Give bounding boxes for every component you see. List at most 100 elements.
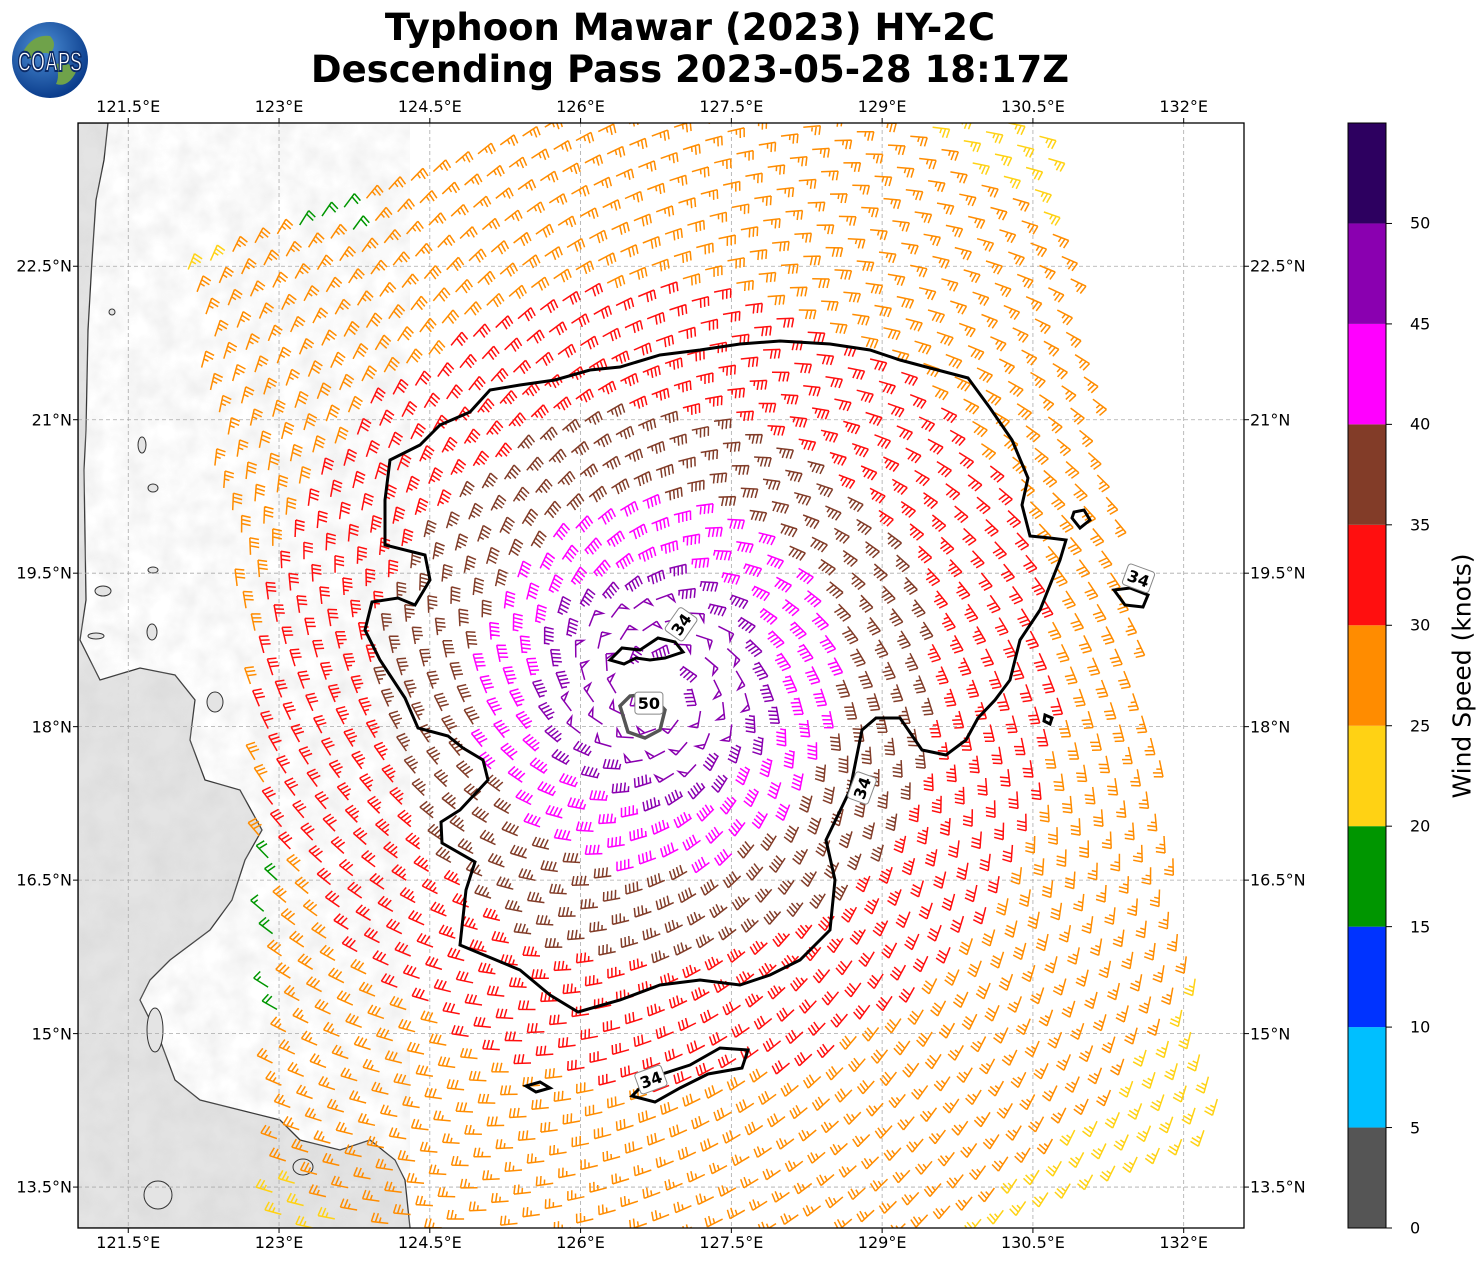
wind-barb bbox=[718, 926, 737, 941]
wind-barb bbox=[236, 439, 249, 457]
wind-barb bbox=[1030, 987, 1045, 1005]
wind-barb bbox=[343, 193, 361, 208]
wind-barb bbox=[276, 474, 289, 493]
wind-barb bbox=[851, 572, 866, 591]
wind-barb bbox=[519, 635, 531, 654]
wind-barb bbox=[784, 1160, 804, 1173]
wind-barb bbox=[965, 1089, 982, 1106]
wind-barb bbox=[726, 1076, 746, 1091]
wind-barb bbox=[910, 1214, 929, 1228]
wind-barb bbox=[1033, 652, 1048, 672]
wind-barb bbox=[425, 956, 443, 971]
wind-barb bbox=[214, 319, 229, 337]
wind-barb bbox=[512, 486, 530, 502]
wind-barb bbox=[355, 904, 371, 921]
wind-barb bbox=[709, 472, 728, 484]
wind-barb bbox=[283, 984, 300, 1002]
wind-barb bbox=[365, 184, 384, 199]
wind-barb bbox=[260, 1124, 278, 1140]
wind-barb bbox=[320, 737, 335, 756]
wind-barb bbox=[1031, 577, 1046, 596]
wind-barb bbox=[319, 586, 330, 604]
wind-barb bbox=[372, 950, 389, 966]
wind-barb bbox=[566, 1059, 585, 1072]
wind-barb bbox=[512, 612, 523, 632]
wind-barb bbox=[763, 348, 781, 359]
wind-barb bbox=[1048, 157, 1066, 172]
wind-barb bbox=[708, 1032, 728, 1046]
wind-barb bbox=[449, 661, 464, 680]
wind-barb bbox=[677, 887, 697, 904]
wind-barb bbox=[443, 869, 461, 886]
wind-barb bbox=[254, 483, 266, 502]
wind-barb bbox=[1036, 1138, 1054, 1155]
wind-barb bbox=[651, 516, 670, 532]
wind-barb bbox=[968, 1165, 987, 1181]
wind-barb bbox=[892, 349, 910, 364]
wind-barb bbox=[825, 246, 844, 258]
wind-barb bbox=[1002, 844, 1014, 863]
wind-barb bbox=[284, 777, 299, 796]
wind-barb bbox=[736, 279, 754, 292]
wind-barb bbox=[860, 1156, 880, 1170]
wind-barb bbox=[856, 1079, 875, 1095]
wind-barb bbox=[901, 371, 919, 386]
wind-barb bbox=[637, 418, 657, 432]
wind-barb bbox=[731, 203, 750, 215]
wind-barb bbox=[1161, 987, 1174, 1005]
wind-barb bbox=[234, 568, 246, 587]
wind-barb bbox=[342, 652, 356, 671]
wind-barb bbox=[774, 652, 792, 672]
wind-barb bbox=[589, 921, 607, 933]
wind-barb bbox=[615, 552, 634, 570]
lon-tick-label-bottom: 123°E bbox=[254, 1233, 304, 1252]
wind-barb bbox=[829, 733, 842, 752]
wind-barb bbox=[972, 420, 988, 438]
wind-barb bbox=[646, 1132, 665, 1146]
wind-barb bbox=[878, 251, 897, 264]
wind-barb bbox=[624, 1141, 643, 1154]
wind-barb bbox=[673, 510, 692, 523]
wind-barb bbox=[370, 387, 386, 404]
wind-barb bbox=[624, 448, 644, 462]
wind-barb bbox=[482, 907, 501, 922]
wind-barb bbox=[956, 581, 971, 600]
wind-barb bbox=[803, 124, 822, 136]
wind-barb bbox=[624, 319, 644, 334]
wind-barb bbox=[673, 380, 692, 393]
wind-barb bbox=[677, 1017, 697, 1032]
wind-barb bbox=[490, 1192, 509, 1204]
wind-barb bbox=[633, 597, 655, 610]
wind-barb bbox=[979, 853, 991, 872]
wind-barb bbox=[843, 162, 862, 172]
wind-barb bbox=[1011, 661, 1025, 681]
wind-barb bbox=[802, 1204, 822, 1217]
wind-barb bbox=[606, 274, 626, 289]
wind-barb bbox=[668, 995, 688, 1009]
wind-barb bbox=[1004, 920, 1018, 938]
wind-barb bbox=[655, 1156, 674, 1169]
wind-barb bbox=[401, 528, 414, 547]
wind-barb bbox=[249, 537, 260, 555]
wind-barb bbox=[588, 358, 608, 372]
wind-barb bbox=[499, 390, 518, 405]
wind-barb bbox=[1090, 1143, 1107, 1160]
wind-barb bbox=[1056, 849, 1067, 868]
wind-barb bbox=[347, 395, 363, 413]
wind-barb bbox=[767, 781, 782, 800]
lon-tick-label-top: 124.5°E bbox=[397, 97, 462, 116]
wind-barb bbox=[843, 420, 861, 435]
wind-barb bbox=[762, 1037, 782, 1053]
wind-barb bbox=[336, 782, 352, 801]
wind-barb bbox=[1025, 296, 1043, 312]
wind-barb bbox=[464, 993, 483, 1006]
wind-barb bbox=[1028, 706, 1041, 725]
contour-34-east bbox=[1111, 586, 1150, 609]
wind-barb bbox=[620, 1065, 639, 1078]
wind-barb bbox=[691, 856, 710, 874]
wind-barb bbox=[361, 1189, 380, 1202]
wind-barb bbox=[468, 1201, 487, 1212]
wind-barb bbox=[927, 438, 944, 455]
wind-barb bbox=[223, 341, 238, 359]
wind-barb bbox=[606, 403, 626, 417]
